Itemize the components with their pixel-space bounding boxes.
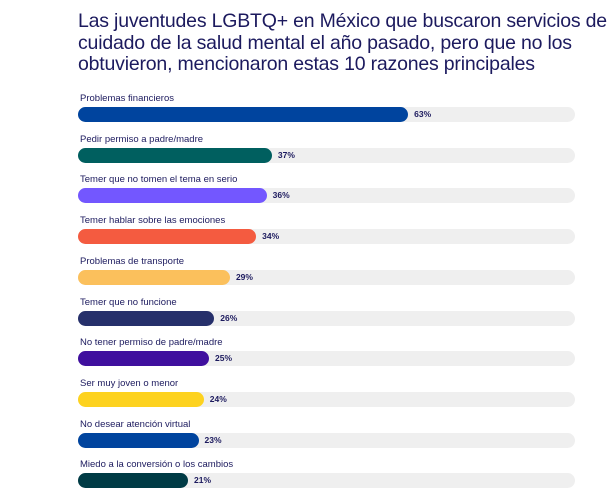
bar-row: Temer que no funcione 26%: [78, 297, 578, 337]
value-label: 36%: [272, 190, 290, 201]
bar: [78, 391, 204, 407]
value-label: 25%: [215, 353, 233, 364]
chart-title: Las juventudes LGBTQ+ en México que busc…: [78, 10, 607, 75]
bar: [78, 310, 215, 326]
category-label: Pedir permiso a padre/madre: [80, 133, 204, 145]
bar: [78, 147, 272, 163]
bar-row: Problemas de transporte 29%: [78, 256, 578, 296]
value-label: 21%: [194, 475, 212, 486]
value-label: 24%: [209, 393, 227, 404]
bar-row: Temer que no tomen el tema en serio 36%: [78, 174, 578, 214]
bar: [78, 229, 257, 245]
bar-track: [78, 473, 575, 489]
category-label: Temer que no funcione: [80, 296, 177, 308]
value-label: 63%: [414, 109, 432, 119]
bar: [78, 107, 409, 122]
category-label: Problemas de transporte: [80, 255, 185, 267]
value-label: 26%: [220, 312, 238, 323]
value-label: 34%: [262, 231, 280, 242]
bar-row: Miedo a la conversión o los cambios 21%: [78, 459, 578, 499]
category-label: Ser muy joven o menor: [80, 377, 179, 389]
bar-row: Problemas financieros 63%: [78, 93, 578, 133]
category-label: Miedo a la conversión o los cambios: [80, 459, 234, 471]
bar-row: Temer hablar sobre las emociones 34%: [78, 215, 578, 255]
bar-row: No desear atención virtual 23%: [78, 419, 578, 459]
category-label: Problemas financieros: [80, 93, 174, 104]
bar: [78, 351, 209, 367]
category-label: Temer hablar sobre las emociones: [80, 215, 226, 227]
value-label: 29%: [235, 271, 253, 282]
bar: [78, 188, 267, 204]
category-label: No tener permiso de padre/madre: [80, 337, 223, 349]
bar: [78, 269, 230, 285]
bar: [78, 473, 189, 489]
bar-row: No tener permiso de padre/madre 25%: [78, 337, 578, 377]
bar-track: [78, 432, 575, 448]
bar-row: Pedir permiso a padre/madre 37%: [78, 134, 578, 174]
category-label: Temer que no tomen el tema en serio: [80, 174, 238, 186]
bar-row: Ser muy joven o menor 24%: [78, 378, 578, 418]
value-label: 23%: [204, 434, 222, 445]
bar: [78, 432, 199, 448]
category-label: No desear atención virtual: [80, 418, 191, 430]
value-label: 37%: [277, 149, 295, 160]
